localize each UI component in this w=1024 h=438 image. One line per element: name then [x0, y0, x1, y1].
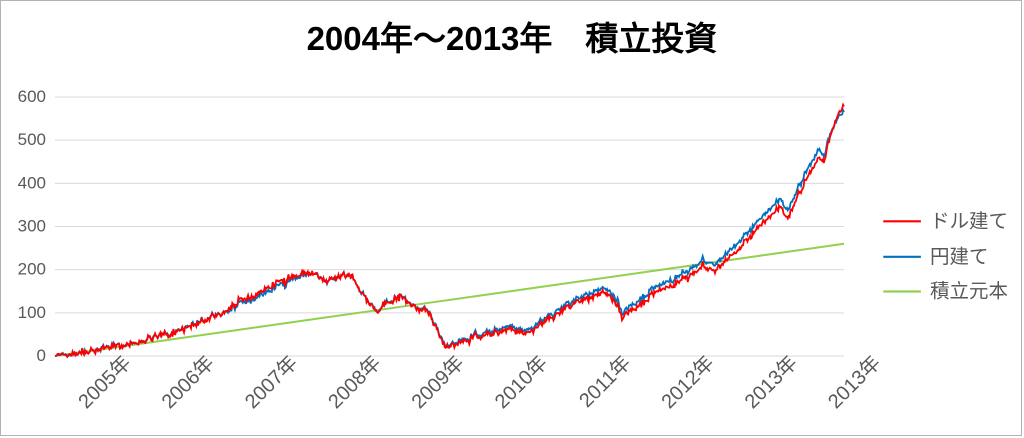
svg-text:2006年: 2006年 — [157, 351, 219, 413]
svg-text:2013年: 2013年 — [740, 351, 802, 413]
svg-text:2012年: 2012年 — [657, 351, 719, 413]
svg-text:積立元本: 積立元本 — [930, 281, 1008, 303]
svg-text:0: 0 — [37, 346, 46, 365]
svg-text:2007年: 2007年 — [240, 351, 302, 413]
svg-text:2010年: 2010年 — [490, 351, 552, 413]
svg-text:100: 100 — [18, 303, 46, 322]
svg-text:2013年: 2013年 — [823, 351, 885, 413]
svg-text:円建て: 円建て — [930, 246, 989, 268]
svg-text:400: 400 — [18, 173, 46, 192]
svg-text:300: 300 — [18, 217, 46, 236]
svg-text:2009年: 2009年 — [407, 351, 469, 413]
svg-text:2008年: 2008年 — [324, 351, 386, 413]
svg-text:2005年: 2005年 — [74, 351, 136, 413]
svg-text:ドル建て: ドル建て — [930, 210, 1008, 232]
svg-text:2011年: 2011年 — [575, 351, 636, 412]
svg-text:600: 600 — [18, 87, 46, 106]
svg-text:500: 500 — [18, 130, 46, 149]
svg-text:200: 200 — [18, 260, 46, 279]
